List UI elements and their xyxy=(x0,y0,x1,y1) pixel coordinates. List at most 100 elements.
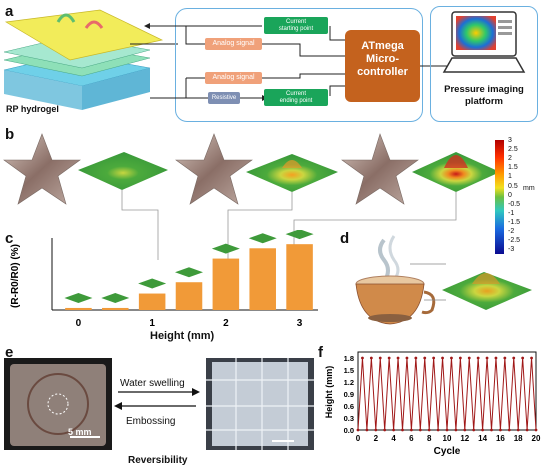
cycle-point xyxy=(418,428,422,432)
cycle-y-tick: 0.9 xyxy=(344,390,354,399)
bar xyxy=(65,307,92,310)
cycle-point xyxy=(503,356,507,360)
embossing-label: Embossing xyxy=(126,416,176,427)
cycle-point xyxy=(450,356,453,360)
cycle-point xyxy=(361,356,364,360)
bar-x-tick: 1 xyxy=(149,318,155,329)
cycle-point xyxy=(414,356,418,360)
bar-x-tick: 0 xyxy=(76,318,82,329)
cycle-x-tick: 4 xyxy=(391,434,396,443)
bar-sample-plate xyxy=(64,292,93,303)
colorbar-unit: mm xyxy=(523,185,535,192)
cycle-point xyxy=(427,428,431,432)
cycle-x-tick: 14 xyxy=(478,434,487,443)
cycle-point xyxy=(499,428,502,432)
cycle-point xyxy=(494,356,498,360)
bar xyxy=(138,293,166,310)
bar xyxy=(175,282,203,310)
cycle-x-tick: 10 xyxy=(443,434,452,443)
cycle-point xyxy=(476,356,480,360)
current-start-label: Current starting point xyxy=(264,17,328,34)
panel-label-a: a xyxy=(5,3,14,20)
colorbar-tick: 1.5 xyxy=(508,164,518,172)
cycle-x-tick: 16 xyxy=(496,434,505,443)
colorbar-tick: -0.5 xyxy=(508,200,521,208)
cycle-point xyxy=(356,428,360,432)
cycle-x-tick: 0 xyxy=(356,434,361,443)
bar xyxy=(249,248,276,310)
star-sample-3 xyxy=(341,133,419,205)
laptop-icon xyxy=(442,11,526,73)
deformation-maps xyxy=(3,133,500,205)
cycle-point xyxy=(490,428,493,432)
cycle-point xyxy=(383,428,387,432)
bar-sample-plate xyxy=(285,230,314,240)
scale-bar-label: 5 mm xyxy=(68,427,92,437)
bar-sample-plate xyxy=(211,243,240,254)
cycle-point xyxy=(458,356,462,360)
cycle-point xyxy=(436,428,440,432)
cycle-y-tick: 1.8 xyxy=(344,354,354,363)
panel-label-f: f xyxy=(318,344,323,361)
cycle-point xyxy=(369,356,373,360)
cycle-point xyxy=(525,428,529,432)
panel-label-d: d xyxy=(340,230,350,247)
bar-x-tick: 2 xyxy=(223,318,229,329)
cycle-x-tick: 6 xyxy=(409,434,414,443)
circuit-frame xyxy=(175,8,423,122)
analog-signal-2: Analog signal xyxy=(205,72,262,84)
cycle-x-label: Cycle xyxy=(434,446,461,457)
reversible-arrows xyxy=(114,388,200,410)
cycle-point xyxy=(521,356,525,360)
cycle-x-tick: 12 xyxy=(460,434,469,443)
platform-label: Pressure imaging platform xyxy=(444,84,524,107)
cycle-point xyxy=(467,356,471,360)
colorbar-tick: 3 xyxy=(508,137,512,144)
hydrogel-label: RP hydrogel xyxy=(6,104,59,114)
colorbar xyxy=(495,140,504,254)
cycle-x-tick: 2 xyxy=(374,434,379,443)
bar-x-tick: 3 xyxy=(297,318,303,329)
water-swelling-label: Water swelling xyxy=(120,378,185,389)
star-sample-2 xyxy=(175,133,253,205)
panel-label-b: b xyxy=(5,126,15,143)
embossed-film-photo xyxy=(4,358,112,450)
cycle-point xyxy=(405,356,409,360)
cycle-y-tick: 0.6 xyxy=(344,402,354,411)
microcontroller-box: ATmega Micro- controller xyxy=(345,30,420,102)
cycle-y-tick: 1.2 xyxy=(344,378,354,387)
bar-sample-plate xyxy=(175,267,203,278)
cycle-point xyxy=(378,356,382,360)
bar-sample-plate xyxy=(101,292,130,303)
b-to-c-connectors xyxy=(121,190,457,260)
cycle-point xyxy=(472,428,476,432)
colorbar-tick: 2.5 xyxy=(508,146,518,154)
cycle-point xyxy=(481,428,484,432)
cycle-point xyxy=(365,428,369,432)
cycle-point xyxy=(441,356,444,360)
bar-sample-plate xyxy=(248,233,277,244)
bar-sample-plate xyxy=(138,278,167,289)
cycle-point xyxy=(507,428,511,432)
cycle-y-tick: 1.5 xyxy=(344,366,354,375)
bar-chart: (R-R0/R0) (%) 0 1 2 3 xyxy=(10,230,318,329)
cycle-point xyxy=(512,356,516,360)
colorbar-tick: -2 xyxy=(508,228,515,235)
bar xyxy=(102,307,129,310)
cycle-point xyxy=(485,356,489,360)
cycle-point xyxy=(432,356,436,360)
colorbar-tick: 1 xyxy=(508,173,512,181)
colorbar-tick: 2 xyxy=(508,155,512,163)
cycle-point xyxy=(396,356,400,360)
cycle-point xyxy=(463,428,467,432)
cycle-point xyxy=(392,428,395,432)
cycle-frame xyxy=(357,351,537,431)
cycle-x-tick: 8 xyxy=(427,434,432,443)
cycle-point xyxy=(410,428,413,432)
colorbar-tick: -2.5 xyxy=(508,237,521,245)
panel-label-e: e xyxy=(5,344,14,361)
bar-chart-xlabel: Height (mm) xyxy=(150,330,215,342)
flat-film-photo xyxy=(206,358,314,450)
cycle-y-tick: 0.0 xyxy=(344,426,354,435)
resistive-label: Resistive xyxy=(208,92,240,104)
